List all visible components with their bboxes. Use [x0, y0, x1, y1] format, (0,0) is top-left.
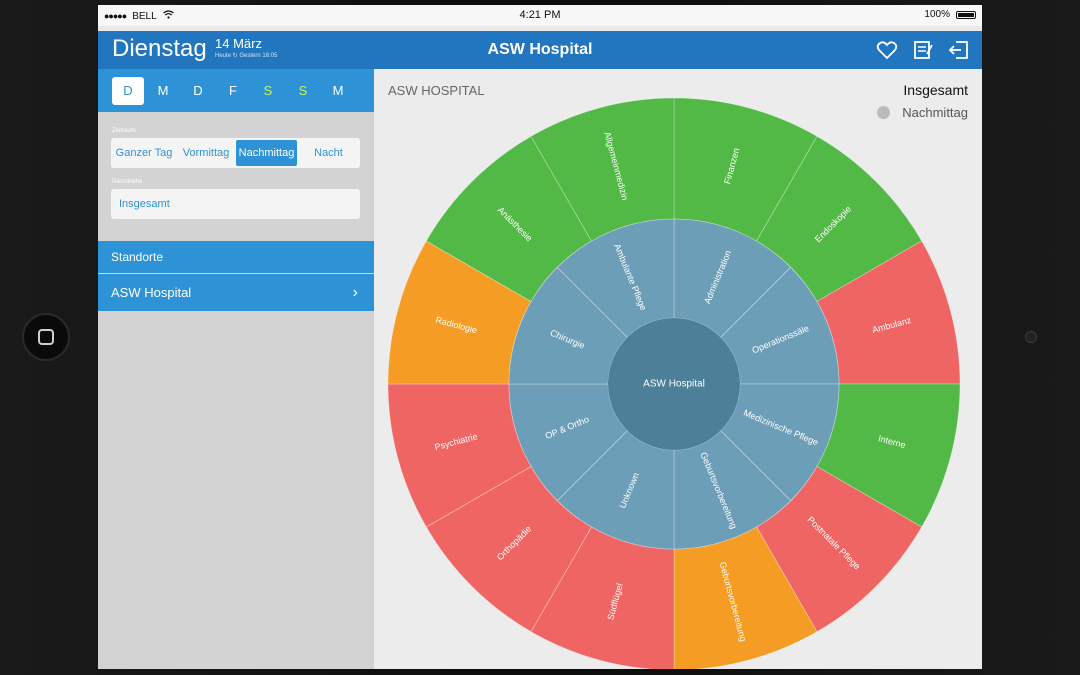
signal-icon: ●●●●● [104, 11, 127, 21]
day-selector: D M D F S S M [98, 69, 374, 112]
camera-icon [1025, 331, 1037, 343]
dienstreihe-label: Dienstreihe [112, 179, 143, 185]
day-tab-4[interactable]: F [229, 83, 237, 98]
clear-filter-icon[interactable] [877, 106, 890, 119]
dienstreihe-field[interactable]: Insgesamt [111, 189, 360, 219]
zeitraum-label: Zeitraum [112, 128, 136, 134]
nav-date: 14 März [215, 36, 262, 51]
zeitraum-nachmittag[interactable]: Nachmittag [236, 140, 297, 166]
heart-icon[interactable] [876, 39, 898, 66]
location-label: ASW Hospital [111, 285, 192, 300]
main-title: ASW HOSPITAL [388, 83, 485, 98]
day-tab-1[interactable]: D [112, 77, 144, 105]
main-panel: Finanzen Endoskopie Ambulanz Interne Postnat… [374, 69, 982, 669]
day-tab-3[interactable]: D [193, 83, 203, 98]
logout-icon[interactable] [948, 39, 970, 66]
filter-title: Insgesamt [903, 82, 968, 98]
status-bar: ●●●●● BELL 4:21 PM 100% [98, 5, 982, 26]
zeitraum-ganzer-tag[interactable]: Ganzer Tag [115, 147, 173, 159]
location-item[interactable]: ASW Hospital › [98, 274, 374, 311]
home-button[interactable] [22, 313, 70, 361]
zeitraum-segmented-control: Ganzer Tag Vormittag Nachmittag Nacht [111, 138, 360, 168]
sunburst-center-label: ASW Hospital [643, 379, 705, 390]
zeitraum-vormittag[interactable]: Vormittag [182, 147, 230, 159]
filter-subtitle: Nachmittag [902, 105, 968, 120]
status-time: 4:21 PM [519, 9, 561, 21]
battery-icon [956, 10, 976, 19]
carrier: BELL [132, 10, 157, 22]
standorte-header: Standorte [98, 241, 374, 273]
sidebar: D M D F S S M Zeitraum Ganzer Tag Vormit… [98, 69, 374, 669]
day-tab-6[interactable]: S [298, 83, 308, 98]
chevron-right-icon: › [352, 284, 358, 301]
day-tab-7[interactable]: M [332, 83, 344, 98]
day-tab-2[interactable]: M [157, 83, 169, 98]
nav-bar: Dienstag 14 März Heute ↻ Gestern 16:05 A… [98, 31, 982, 69]
screen: ●●●●● BELL 4:21 PM 100% Dienstag 14 März… [98, 5, 982, 669]
sunburst-chart: FinanzenEndoskopieAmbulanzInternePostnat… [387, 97, 961, 669]
sunburst-center[interactable] [608, 318, 740, 450]
nav-day: Dienstag [112, 35, 207, 62]
zeitraum-nacht[interactable]: Nacht [314, 147, 343, 159]
day-tab-5[interactable]: S [263, 83, 273, 98]
page-title: ASW Hospital [487, 41, 593, 58]
wifi-icon [162, 10, 174, 22]
notes-icon[interactable] [912, 39, 934, 66]
nav-sync-status: Heute ↻ Gestern 16:05 [215, 53, 278, 59]
battery-percent: 100% [924, 9, 950, 20]
home-square-icon [38, 329, 54, 345]
